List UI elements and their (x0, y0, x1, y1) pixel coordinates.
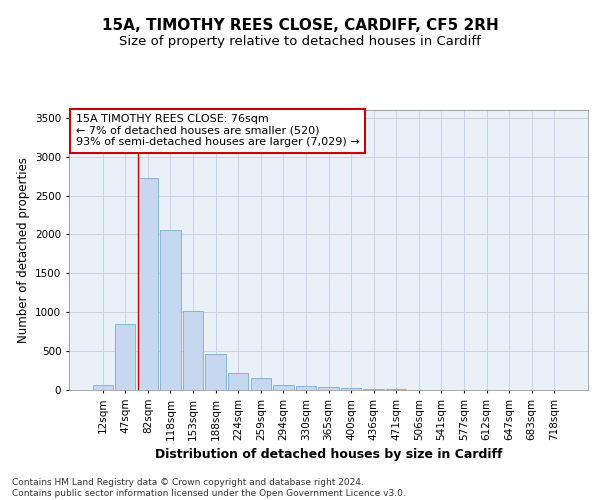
Bar (138, 178, 158, 390)
Bar (341, 388, 361, 390)
Text: 15A TIMOTHY REES CLOSE: 76sqm
← 7% of detached houses are smaller (520)
93% of s: 15A TIMOTHY REES CLOSE: 76sqm ← 7% of de… (76, 114, 359, 148)
Bar (364, 388, 384, 390)
Text: 15A, TIMOTHY REES CLOSE, CARDIFF, CF5 2RH: 15A, TIMOTHY REES CLOSE, CARDIFF, CF5 2R… (101, 18, 499, 32)
Bar (273, 384, 293, 390)
Y-axis label: Number of detached properties: Number of detached properties (17, 157, 29, 343)
Bar (251, 378, 271, 390)
X-axis label: Distribution of detached houses by size in Cardiff: Distribution of detached houses by size … (155, 448, 502, 461)
Bar (205, 354, 226, 390)
Bar (92, 386, 113, 390)
Text: Contains HM Land Registry data © Crown copyright and database right 2024.
Contai: Contains HM Land Registry data © Crown c… (12, 478, 406, 498)
Bar (386, 389, 406, 390)
Bar (160, 230, 181, 390)
Bar (319, 387, 338, 390)
Bar (296, 386, 316, 390)
Bar (228, 373, 248, 390)
Bar (115, 324, 136, 390)
Bar (183, 312, 203, 390)
Text: Size of property relative to detached houses in Cardiff: Size of property relative to detached ho… (119, 35, 481, 48)
